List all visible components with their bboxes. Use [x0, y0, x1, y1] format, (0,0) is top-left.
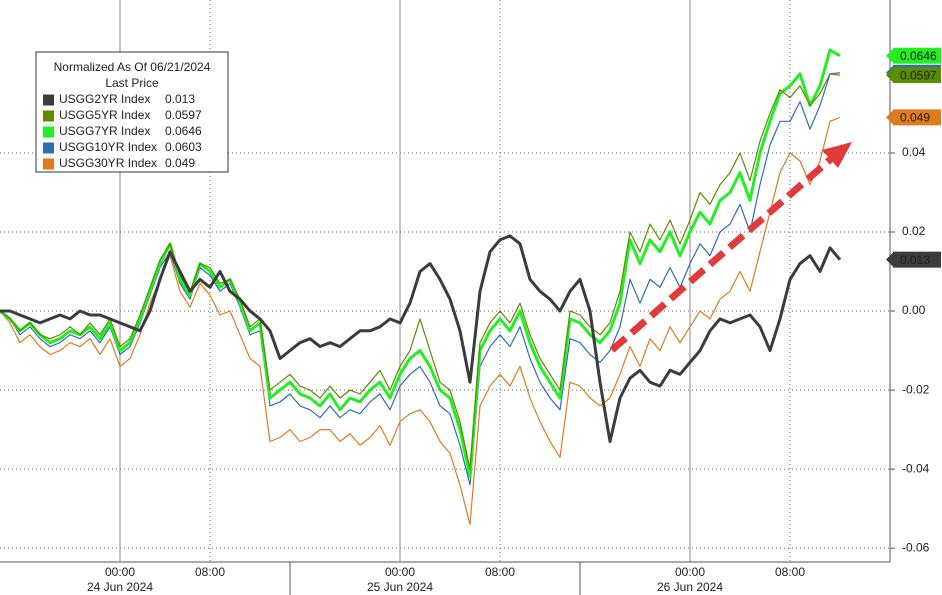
price-tag [893, 67, 941, 84]
legend-swatch [43, 158, 54, 170]
legend-box [35, 51, 229, 173]
legend: Normalized As Of 06/21/2024 Last Price U… [35, 51, 229, 173]
series-line [0, 234, 842, 443]
x-date-label: 25 Jun 2024 [367, 580, 433, 594]
series-line [0, 116, 841, 526]
y-tick-label: 0.02 [902, 224, 926, 238]
x-tick-label: 00:00 [385, 565, 415, 579]
legend-value: 0.0603 [165, 140, 202, 154]
y-tick-label: -0.02 [902, 382, 930, 396]
lines-layer [0, 48, 842, 526]
price-tag-label: 0.0646 [900, 49, 937, 63]
series-line [0, 72, 841, 486]
x-tick-label: 08:00 [775, 565, 805, 579]
arrow-shaft [609, 155, 835, 353]
price-tag [893, 109, 941, 126]
x-tick-label: 00:00 [105, 565, 135, 579]
trend-arrow [609, 142, 852, 353]
arrow-head [822, 142, 852, 168]
legend-label: USGG30YR Index [59, 156, 157, 170]
y-tick-label: -0.06 [902, 540, 930, 554]
price-tag-pointer [886, 109, 894, 126]
y-tick-label: 0.00 [902, 303, 926, 317]
legend-items: USGG2YR Index 0.013 USGG5YR Index 0.0597 USG… [43, 92, 202, 170]
series-line [0, 73, 841, 470]
legend-swatch [43, 142, 54, 154]
legend-value: 0.049 [165, 156, 195, 170]
legend-swatch [43, 94, 54, 106]
legend-title: Normalized As Of 06/21/2024 [54, 60, 211, 74]
legend-swatch [43, 110, 54, 122]
price-tag-label: 0.0597 [900, 68, 937, 82]
x-date-label: 26 Jun 2024 [657, 580, 723, 594]
legend-value: 0.0597 [165, 108, 202, 122]
x-tick-label: 08:00 [195, 565, 225, 579]
y-tick-label: -0.04 [902, 461, 930, 475]
x-tick-label: 00:00 [675, 565, 705, 579]
price-tag-pointer [886, 47, 894, 64]
legend-swatch [43, 126, 54, 138]
legend-value: 0.013 [165, 92, 195, 106]
legend-subtitle: Last Price [105, 76, 159, 90]
legend-label: USGG10YR Index [59, 140, 157, 154]
legend-label: USGG2YR Index [59, 92, 150, 106]
series-line [0, 48, 841, 479]
x-tick-label: 08:00 [485, 565, 515, 579]
price-tag-pointer [886, 251, 894, 268]
price-tag-label: 0.049 [900, 111, 930, 125]
price-tag-label: 0.013 [900, 253, 930, 267]
x-date-label: 24 Jun 2024 [87, 580, 153, 594]
price-tag-pointer [886, 67, 894, 84]
legend-label: USGG5YR Index [59, 108, 150, 122]
legend-value: 0.0646 [165, 124, 202, 138]
price-tag [893, 251, 941, 268]
legend-label: USGG7YR Index [59, 124, 150, 138]
price-tag [893, 47, 941, 64]
y-tick-label: 0.04 [902, 145, 926, 159]
